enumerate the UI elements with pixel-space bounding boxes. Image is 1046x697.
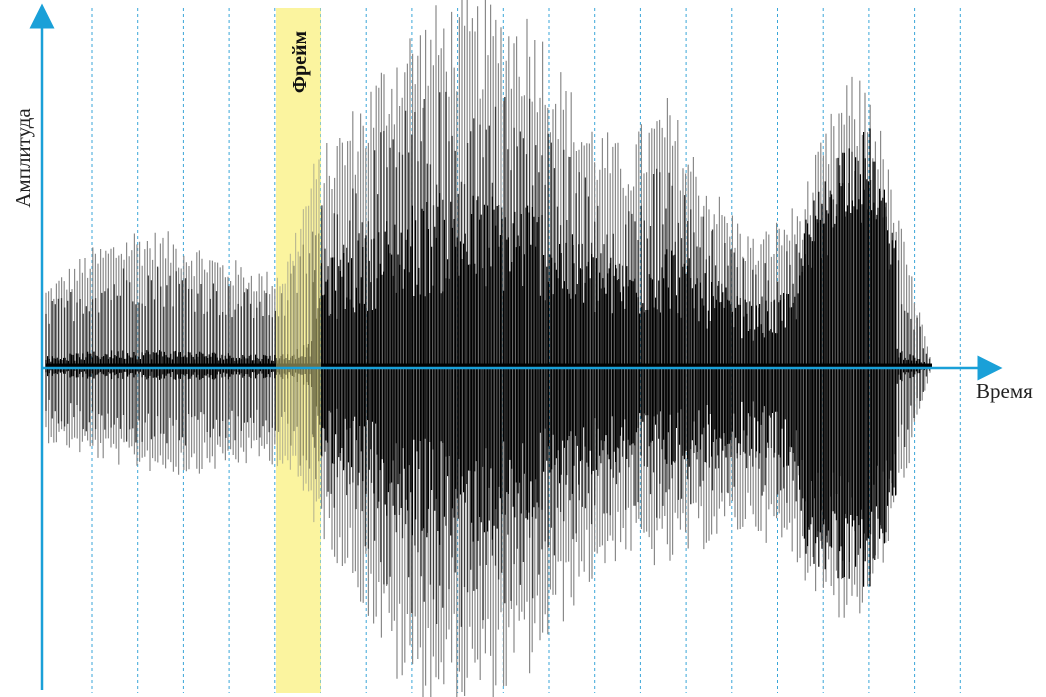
x-axis-label: Время bbox=[976, 379, 1033, 403]
y-axis-label: Амплитуда bbox=[11, 108, 35, 208]
frame-label: Фрейм bbox=[289, 31, 311, 93]
frame-overlay bbox=[276, 8, 321, 693]
waveform bbox=[45, 0, 932, 697]
